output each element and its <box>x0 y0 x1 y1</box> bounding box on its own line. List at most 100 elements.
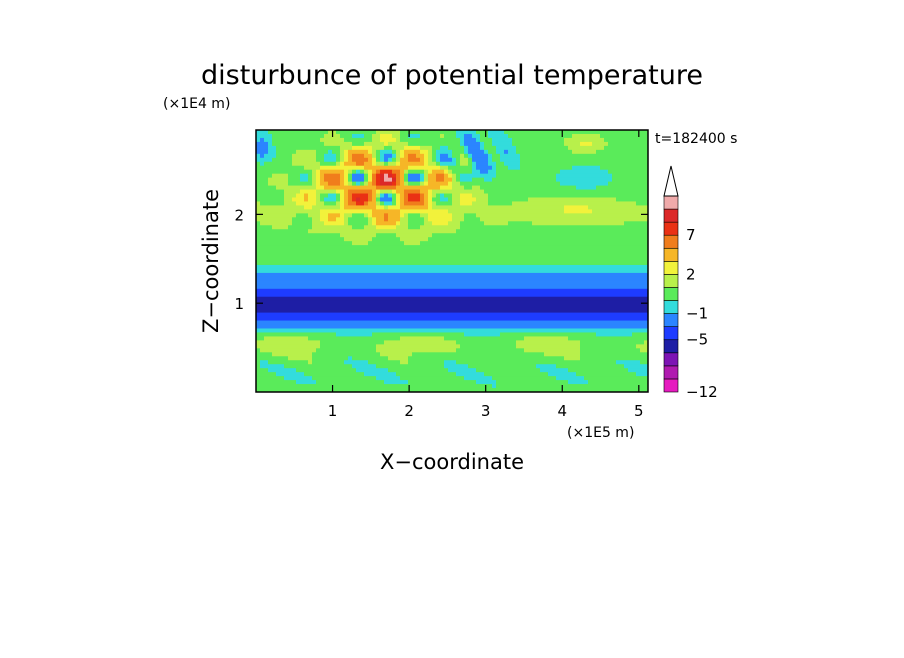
contour-cell <box>256 149 261 155</box>
contour-cell <box>292 217 297 222</box>
contour-cell <box>492 320 497 326</box>
contour-cell <box>264 272 269 278</box>
contour-cell <box>440 153 445 159</box>
contour-cell <box>300 264 305 270</box>
contour-cell <box>352 372 357 377</box>
contour-cell <box>272 153 277 159</box>
contour-cell <box>520 201 525 207</box>
contour-cell <box>492 177 497 183</box>
contour-cell <box>324 332 329 338</box>
contour-cell <box>436 261 441 266</box>
contour-cell <box>440 300 445 306</box>
contour-cell <box>400 193 405 199</box>
contour-cell <box>444 312 449 318</box>
contour-cell <box>304 141 309 147</box>
contour-cell <box>264 268 269 274</box>
contour-cell <box>428 130 433 135</box>
contour-cell <box>344 261 349 266</box>
contour-cell <box>552 296 557 302</box>
contour-cell <box>412 245 417 250</box>
contour-cell <box>360 368 365 373</box>
contour-cell <box>372 153 377 159</box>
contour-cell <box>476 348 481 353</box>
contour-cell <box>280 185 285 191</box>
contour-cell <box>304 261 309 266</box>
contour-cell <box>476 169 481 175</box>
contour-cell <box>384 292 389 298</box>
contour-cell <box>316 384 321 389</box>
contour-cell <box>412 217 417 222</box>
contour-cell <box>528 149 533 155</box>
contour-cell <box>368 384 373 389</box>
contour-cell <box>500 233 505 238</box>
contour-cell <box>420 217 425 222</box>
contour-cell <box>384 324 389 330</box>
contour-cell <box>500 245 505 250</box>
contour-cell <box>396 316 401 322</box>
contour-cell <box>328 352 333 357</box>
contour-cell <box>416 276 421 282</box>
contour-cell <box>504 173 509 179</box>
contour-cell <box>548 149 553 155</box>
contour-cell <box>512 300 517 306</box>
contour-cell <box>508 312 513 318</box>
contour-cell <box>524 288 529 294</box>
contour-cell <box>524 213 529 218</box>
contour-cell <box>284 205 289 210</box>
contour-cell <box>296 332 301 338</box>
contour-cell <box>492 133 497 139</box>
contour-cell <box>308 276 313 282</box>
contour-cell <box>304 245 309 250</box>
contour-cell <box>476 336 481 341</box>
contour-cell <box>464 288 469 294</box>
contour-cell <box>360 372 365 377</box>
contour-cell <box>408 173 413 179</box>
contour-cell <box>340 189 345 195</box>
contour-cell <box>360 320 365 326</box>
contour-cell <box>428 145 433 151</box>
contour-cell <box>260 177 265 183</box>
contour-cell <box>272 272 277 278</box>
contour-cell <box>460 356 465 361</box>
contour-cell <box>532 145 537 151</box>
contour-cell <box>264 130 269 135</box>
contour-cell <box>352 261 357 266</box>
contour-cell <box>504 261 509 266</box>
contour-cell <box>528 304 533 310</box>
contour-cell <box>400 328 405 334</box>
contour-cell <box>544 245 549 250</box>
contour-cell <box>324 261 329 266</box>
contour-cell <box>416 372 421 377</box>
contour-cell <box>328 197 333 203</box>
contour-cell <box>520 384 525 389</box>
contour-cell <box>440 181 445 187</box>
contour-cell <box>376 332 381 338</box>
contour-cell <box>504 185 509 191</box>
contour-cell <box>488 237 493 242</box>
contour-cell <box>292 264 297 270</box>
contour-cell <box>340 205 345 210</box>
contour-cell <box>272 336 277 341</box>
contour-cell <box>372 380 377 385</box>
contour-cell <box>524 169 529 175</box>
contour-cell <box>408 276 413 282</box>
contour-cell <box>420 261 425 266</box>
contour-cell <box>384 173 389 179</box>
contour-cell <box>440 130 445 135</box>
contour-cell <box>532 213 537 218</box>
contour-cell <box>328 205 333 210</box>
contour-cell <box>476 376 481 381</box>
contour-cell <box>256 161 261 167</box>
contour-cell <box>316 237 321 242</box>
contour-cell <box>488 133 493 139</box>
contour-cell <box>268 308 273 314</box>
contour-cell <box>444 364 449 369</box>
contour-cell <box>344 348 349 353</box>
contour-cell <box>500 284 505 290</box>
contour-cell <box>484 241 489 246</box>
contour-cell <box>504 189 509 195</box>
contour-cell <box>408 193 413 199</box>
contour-cell <box>396 241 401 246</box>
contour-cell <box>480 137 485 143</box>
contour-cell <box>360 312 365 318</box>
